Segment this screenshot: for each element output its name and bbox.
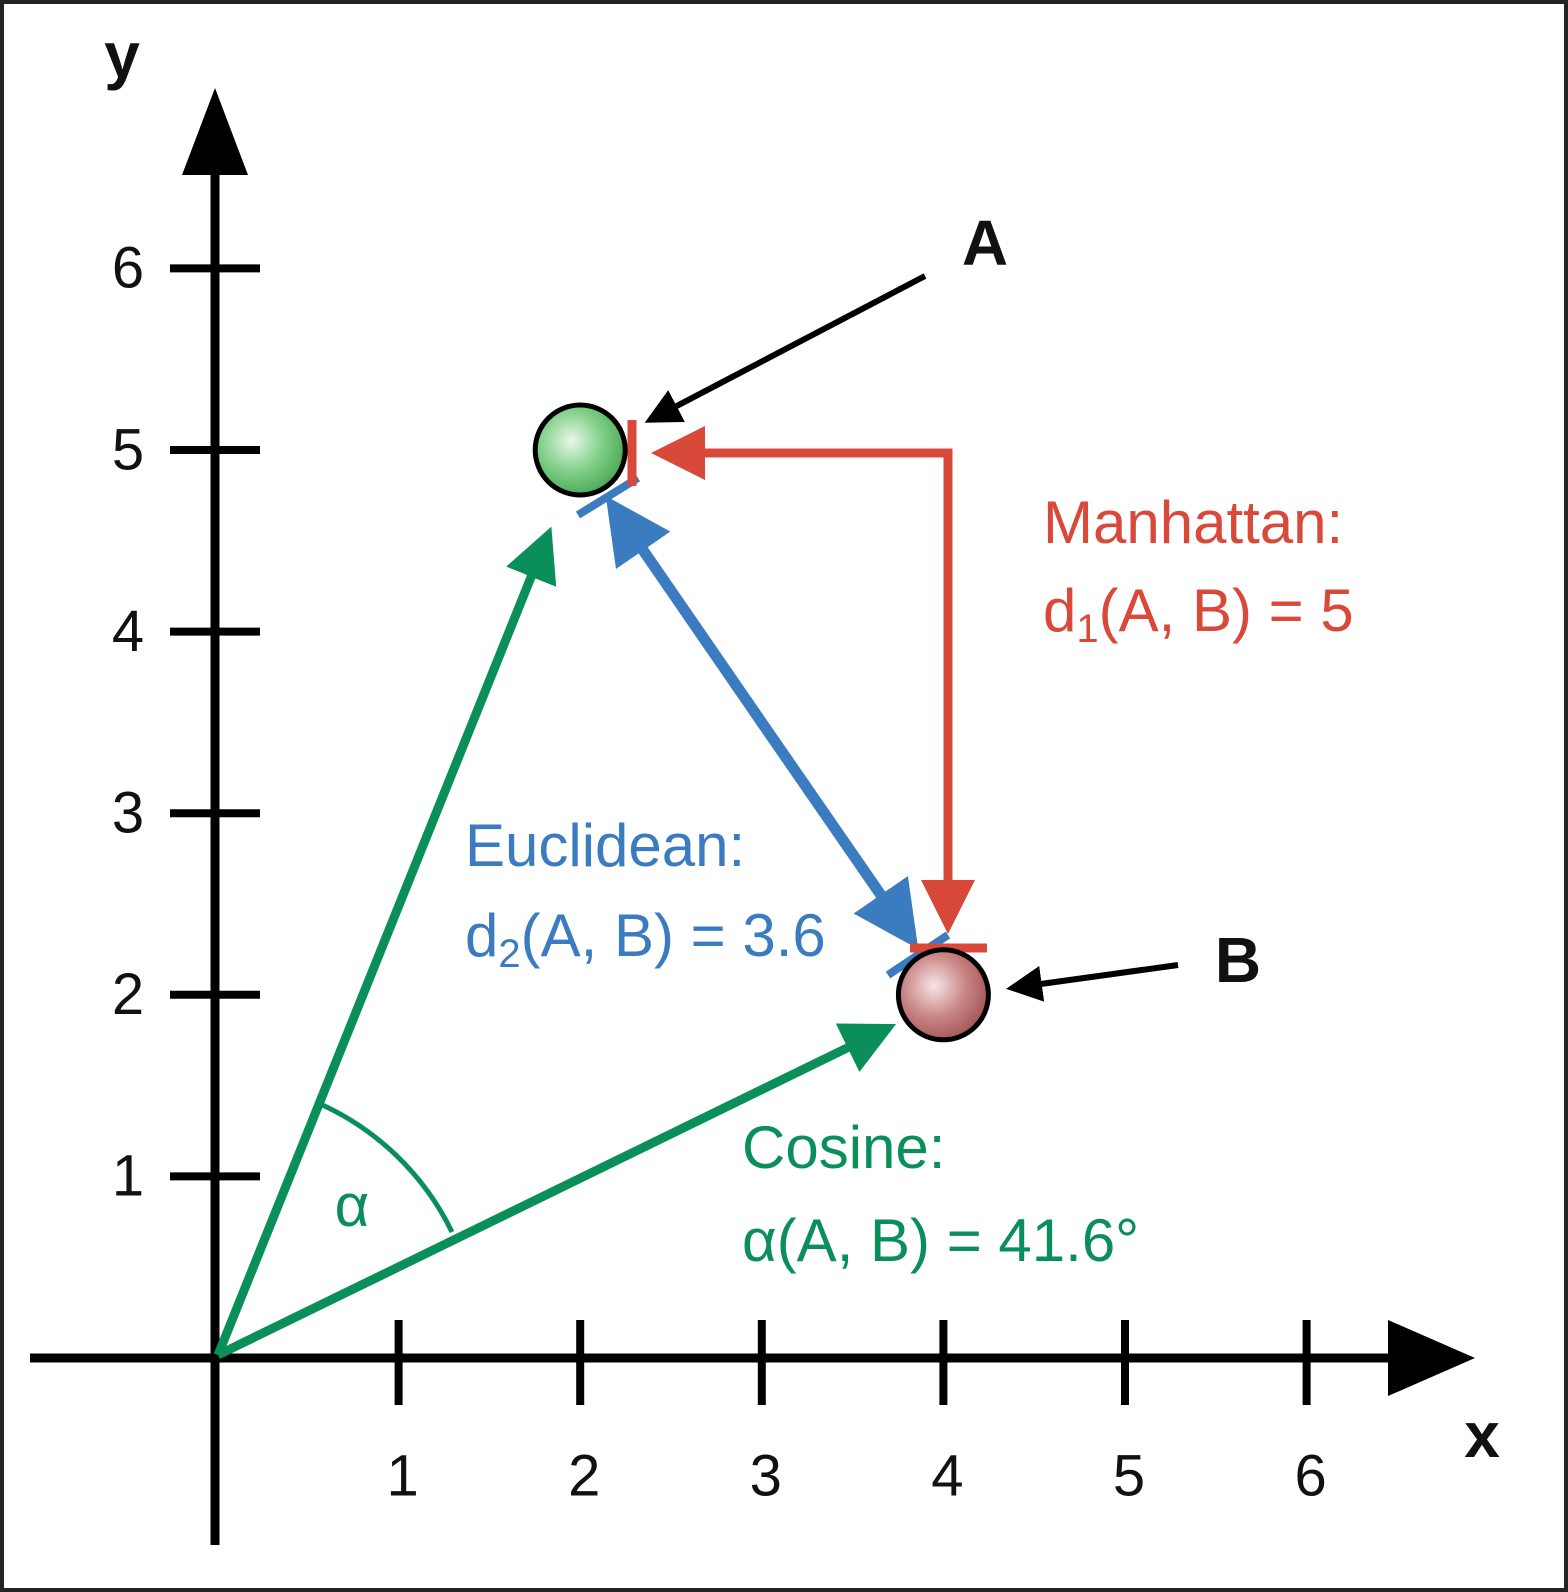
point-label: A bbox=[962, 207, 1008, 279]
y-tick-label: 6 bbox=[112, 236, 144, 301]
subscript: 2 bbox=[498, 932, 520, 976]
cosine-formula: α(A, B) = 41.6° bbox=[742, 1207, 1139, 1274]
angle-label: α bbox=[335, 1172, 370, 1239]
euclidean-title: Euclidean: bbox=[465, 812, 745, 879]
y-tick-label: 1 bbox=[112, 1144, 144, 1209]
formula-rest: (A, B) = 3.6 bbox=[521, 902, 826, 969]
x-tick-label: 5 bbox=[1113, 1443, 1145, 1508]
vector-a bbox=[213, 526, 557, 1357]
x-tick-label: 6 bbox=[1294, 1443, 1326, 1508]
euclidean-head-a bbox=[605, 495, 765, 724]
point bbox=[532, 402, 628, 498]
x-arrowhead bbox=[1388, 1320, 1475, 1396]
d: d bbox=[1043, 577, 1076, 644]
y-tick-label: 3 bbox=[112, 781, 144, 846]
subscript: 1 bbox=[1076, 607, 1098, 651]
pointer-a bbox=[644, 273, 927, 423]
angle-arc bbox=[316, 1100, 455, 1234]
label-arrows bbox=[644, 273, 1179, 1002]
x-tick-label: 3 bbox=[750, 1443, 782, 1508]
manhattan-formula: d1(A, B) = 5 bbox=[1043, 577, 1354, 651]
d: d bbox=[465, 902, 498, 969]
x-axis-label: x bbox=[1464, 1399, 1500, 1471]
x-tick-label: 4 bbox=[931, 1443, 963, 1508]
y-arrowhead bbox=[182, 88, 248, 175]
euclidean-head-b bbox=[755, 716, 919, 950]
formula-rest: (A, B) = 5 bbox=[1099, 577, 1354, 644]
euclidean-formula: d2(A, B) = 3.6 bbox=[465, 902, 826, 976]
y-axis-label: y bbox=[104, 19, 140, 91]
manhattan-title: Manhattan: bbox=[1043, 489, 1343, 556]
cosine-vectors bbox=[213, 526, 897, 1360]
vector-b bbox=[216, 1023, 897, 1360]
point bbox=[895, 947, 991, 1043]
x-tick-label: 2 bbox=[568, 1443, 600, 1508]
x-tick-label: 1 bbox=[386, 1443, 418, 1508]
axes bbox=[30, 160, 1400, 1545]
y-tick-label: 2 bbox=[112, 962, 144, 1027]
cosine-title: Cosine: bbox=[742, 1114, 945, 1181]
manhattan-head-a bbox=[651, 426, 953, 700]
y-tick-label: 5 bbox=[112, 417, 144, 482]
pointer-b bbox=[1006, 962, 1179, 1002]
y-tick-label: 4 bbox=[112, 599, 144, 664]
point-label: B bbox=[1215, 924, 1261, 996]
